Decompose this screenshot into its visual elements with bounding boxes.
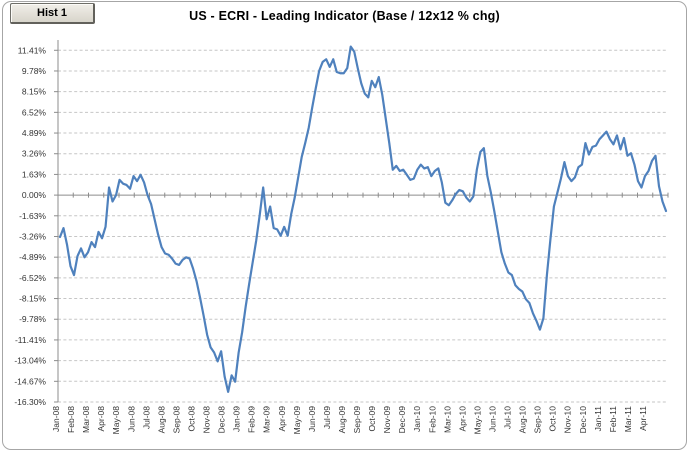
- svg-text:6.52%: 6.52%: [22, 107, 47, 117]
- zero-axis: [57, 192, 669, 198]
- svg-text:9.78%: 9.78%: [22, 66, 47, 76]
- svg-text:Apr-09: Apr-09: [277, 406, 287, 432]
- svg-text:3.26%: 3.26%: [22, 149, 47, 159]
- svg-text:May-08: May-08: [111, 406, 121, 435]
- svg-text:May-10: May-10: [472, 406, 482, 435]
- svg-text:-1.63%: -1.63%: [19, 211, 46, 221]
- svg-text:Oct-08: Oct-08: [186, 406, 196, 432]
- svg-text:Feb-08: Feb-08: [66, 406, 76, 433]
- svg-text:Jan-11: Jan-11: [593, 406, 603, 432]
- svg-text:Aug-09: Aug-09: [337, 406, 347, 434]
- svg-text:-13.04%: -13.04%: [14, 356, 46, 366]
- svg-text:Mar-08: Mar-08: [81, 406, 91, 433]
- svg-text:Mar-11: Mar-11: [623, 406, 633, 433]
- svg-text:May-09: May-09: [292, 406, 302, 435]
- svg-text:Dec-10: Dec-10: [578, 406, 588, 434]
- svg-text:Jun-08: Jun-08: [126, 406, 136, 432]
- x-axis-labels: Jan-08 Feb-08 Mar-08 Apr-08 May-08 Jun-08 Jul-…: [51, 406, 648, 435]
- svg-text:-4.89%: -4.89%: [19, 252, 46, 262]
- svg-text:Dec-09: Dec-09: [397, 406, 407, 434]
- svg-text:Dec-08: Dec-08: [217, 406, 227, 434]
- svg-text:Nov-09: Nov-09: [382, 406, 392, 434]
- svg-text:Aug-10: Aug-10: [518, 406, 528, 434]
- svg-text:Feb-11: Feb-11: [608, 406, 618, 433]
- svg-text:-6.52%: -6.52%: [19, 273, 46, 283]
- svg-text:Sep-09: Sep-09: [352, 406, 362, 434]
- svg-text:-8.15%: -8.15%: [19, 294, 46, 304]
- gridlines: [54, 49, 668, 403]
- svg-text:Jan-08: Jan-08: [51, 406, 61, 432]
- svg-text:Aug-08: Aug-08: [156, 406, 166, 434]
- svg-text:Mar-10: Mar-10: [442, 406, 452, 433]
- svg-text:-14.67%: -14.67%: [14, 376, 46, 386]
- hist-1-button[interactable]: Hist 1: [10, 3, 95, 24]
- svg-text:Jan-09: Jan-09: [232, 406, 242, 432]
- svg-text:4.89%: 4.89%: [22, 128, 47, 138]
- chart-title: US - ECRI - Leading Indicator (Base / 12…: [189, 9, 500, 23]
- svg-text:Nov-10: Nov-10: [563, 406, 573, 434]
- svg-text:8.15%: 8.15%: [22, 87, 47, 97]
- svg-text:Jun-09: Jun-09: [307, 406, 317, 432]
- svg-text:-9.78%: -9.78%: [19, 314, 46, 324]
- svg-text:Jun-10: Jun-10: [487, 406, 497, 432]
- svg-text:Oct-10: Oct-10: [548, 406, 558, 432]
- svg-text:Jul-10: Jul-10: [503, 406, 513, 429]
- svg-text:Oct-09: Oct-09: [367, 406, 377, 432]
- svg-text:Apr-11: Apr-11: [638, 406, 648, 431]
- svg-text:Sep-10: Sep-10: [533, 406, 543, 434]
- svg-text:Nov-08: Nov-08: [202, 406, 212, 434]
- svg-text:Apr-08: Apr-08: [96, 406, 106, 432]
- svg-text:Feb-09: Feb-09: [247, 406, 257, 433]
- svg-text:Feb-10: Feb-10: [427, 406, 437, 433]
- svg-text:-11.41%: -11.41%: [15, 335, 46, 345]
- svg-text:-3.26%: -3.26%: [19, 231, 46, 241]
- svg-text:Jul-09: Jul-09: [322, 406, 332, 429]
- svg-text:Apr-10: Apr-10: [457, 406, 467, 432]
- series-line: [58, 45, 668, 393]
- svg-text:Jan-10: Jan-10: [412, 406, 422, 432]
- svg-text:11.41%: 11.41%: [18, 45, 47, 55]
- svg-text:1.63%: 1.63%: [22, 169, 47, 179]
- y-axis-labels: 11.41% 9.78% 8.15% 6.52% 4.89% 3.26% 1.63% 0.00…: [14, 45, 46, 407]
- svg-text:Mar-09: Mar-09: [262, 406, 272, 433]
- svg-text:-16.30%: -16.30%: [14, 397, 46, 407]
- svg-text:0.00%: 0.00%: [22, 190, 47, 200]
- svg-text:Jul-08: Jul-08: [141, 406, 151, 429]
- svg-text:Sep-08: Sep-08: [171, 406, 181, 434]
